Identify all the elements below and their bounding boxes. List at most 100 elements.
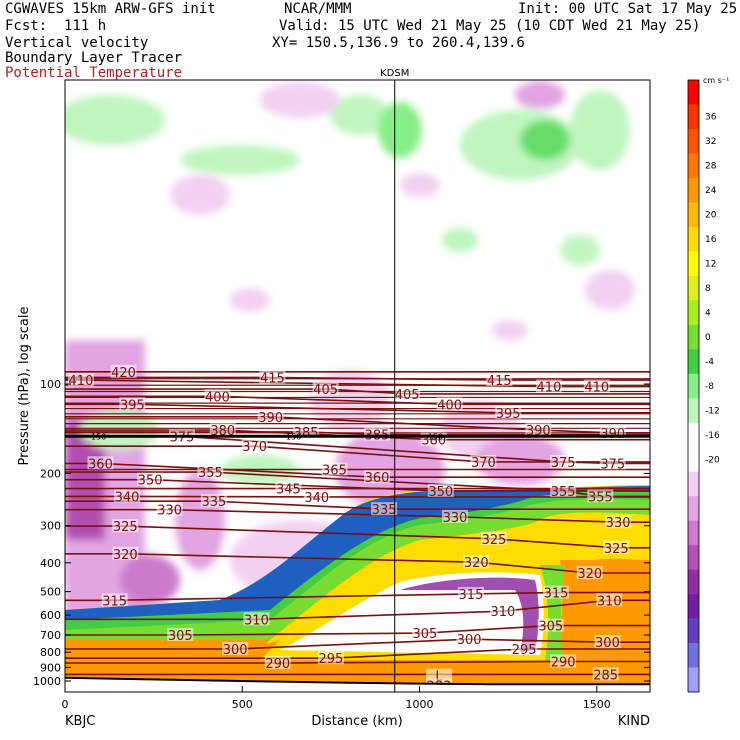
x-tick-label: 1000 xyxy=(406,698,434,711)
theta-label: 390 xyxy=(258,411,283,426)
theta-contour-labels: 410 420 415 415 410 410 395 400 405 405 400 395 375 3… xyxy=(67,364,632,692)
theta-label-bg xyxy=(264,656,291,670)
theta-label-bg xyxy=(243,612,270,626)
theta-label-bg xyxy=(119,397,146,411)
station-label-left: KBJC xyxy=(65,714,95,729)
tropopause-labels: 150 150 150 xyxy=(91,432,443,441)
downdraft-region xyxy=(475,435,565,485)
model-title: CGWAVES 15km ARW-GFS init xyxy=(5,1,216,17)
theta-label: 310 xyxy=(244,613,269,628)
theta-label-bg xyxy=(456,632,483,646)
colorbar-swatch xyxy=(688,471,699,497)
updraft-region xyxy=(180,145,300,175)
theta-label-bg xyxy=(156,502,183,516)
theta-label-bg xyxy=(321,462,348,476)
theta-label-bg xyxy=(87,456,114,470)
theta-label-bg xyxy=(112,519,139,533)
downdraft-region xyxy=(585,270,635,310)
downdraft-region xyxy=(230,288,270,312)
theta-label: 310 xyxy=(490,605,515,620)
init-time: Init: 00 UTC Sat 17 May 25 xyxy=(518,1,738,17)
tropopause-label: 150 xyxy=(428,432,443,441)
theta-label-bg xyxy=(481,531,507,545)
theta-label-bg xyxy=(364,470,390,484)
theta-label: 320 xyxy=(113,548,138,563)
theta-label: 410 xyxy=(537,381,562,396)
theta-label: 370 xyxy=(471,456,496,471)
colorbar-swatch xyxy=(688,520,699,546)
field-label-vertical-velocity: Vertical velocity xyxy=(5,35,149,51)
updraft-region xyxy=(330,95,390,135)
theta-label-bg xyxy=(259,370,286,384)
theta-label: 345 xyxy=(276,483,301,498)
theta-label-bg xyxy=(470,454,497,468)
colorbar-label: 16 xyxy=(705,235,717,245)
y-tick-label: 100 xyxy=(40,378,61,391)
colorbar-swatch xyxy=(688,275,699,301)
theta-label-bg xyxy=(457,586,484,600)
colorbar-label: 12 xyxy=(705,260,716,270)
y-tick-label: 400 xyxy=(40,557,61,570)
colorbar-label: 8 xyxy=(705,284,711,294)
theta-label-bg xyxy=(222,641,249,655)
theta-label-bg xyxy=(537,618,564,632)
theta-label: 355 xyxy=(551,485,576,500)
theta-label: 340 xyxy=(115,490,140,505)
tracer-region xyxy=(65,492,650,640)
x-tick-label: 0 xyxy=(62,698,69,711)
theta-label: 410 xyxy=(584,381,609,396)
theta-label-bg xyxy=(592,667,619,681)
theta-label: 310 xyxy=(597,594,622,609)
theta-label: 365 xyxy=(322,463,347,478)
colorbar-label: -12 xyxy=(705,406,720,416)
theta-label-bg xyxy=(594,635,621,649)
theta-label: 420 xyxy=(111,366,136,381)
colorbar-swatch xyxy=(688,251,699,277)
theta-label: 300 xyxy=(457,633,482,648)
updraft-region xyxy=(560,235,600,265)
theta-label: 355 xyxy=(588,490,613,505)
field-label-potential-temperature: Potential Temperature xyxy=(5,65,183,81)
theta-label: 350 xyxy=(138,474,163,489)
colorbar-swatch xyxy=(688,447,699,472)
theta-label: 315 xyxy=(459,588,484,603)
shading-layer: 410 420 415 415 410 410 395 400 405 405 400 395 375 3… xyxy=(65,80,650,692)
downdraft-region xyxy=(170,175,230,215)
theta-label: 415 xyxy=(260,371,285,386)
ground-surface-line xyxy=(65,676,650,686)
theta-label: 390 xyxy=(600,427,625,442)
y-tick-label: 300 xyxy=(40,520,61,533)
x-axis-ticks: 0 500 1000 1500 xyxy=(62,686,611,711)
theta-label: 325 xyxy=(482,533,507,548)
theta-label: 335 xyxy=(372,503,397,518)
theta-label: 325 xyxy=(113,520,138,535)
y-tick-label: 900 xyxy=(40,661,61,674)
theta-label-bg xyxy=(489,604,516,618)
colorbar-swatch xyxy=(688,373,699,399)
theta-label: 285 xyxy=(593,668,618,683)
theta-label: 330 xyxy=(157,504,182,519)
theta-label-bg xyxy=(550,483,577,497)
colorbar-label: -16 xyxy=(705,431,720,441)
theta-label-bg xyxy=(427,483,454,497)
organization-label: NCAR/MMM xyxy=(284,1,352,17)
theta-label: 360 xyxy=(365,471,390,486)
theta-label: 305 xyxy=(168,629,193,644)
theta-label: 295 xyxy=(512,643,537,658)
theta-label-bg xyxy=(525,423,552,437)
theta-label: 360 xyxy=(88,457,113,472)
theta-label: 375 xyxy=(600,457,625,472)
colorbar-swatch xyxy=(688,422,699,448)
colorbar-unit: cm s⁻¹ xyxy=(703,76,729,85)
colorbar-swatch xyxy=(688,618,699,644)
colorbar-label: 32 xyxy=(705,137,716,147)
theta-label: 315 xyxy=(102,594,127,609)
colorbar-label: 36 xyxy=(705,113,717,123)
field-label-boundary-layer-tracer: Boundary Layer Tracer xyxy=(5,50,183,66)
theta-label-bg xyxy=(137,472,164,486)
tropopause-label: 150 xyxy=(286,432,301,441)
colorbar-swatch xyxy=(688,300,699,326)
theta-label-bg xyxy=(411,626,438,640)
colorbar-swatch xyxy=(688,349,699,375)
